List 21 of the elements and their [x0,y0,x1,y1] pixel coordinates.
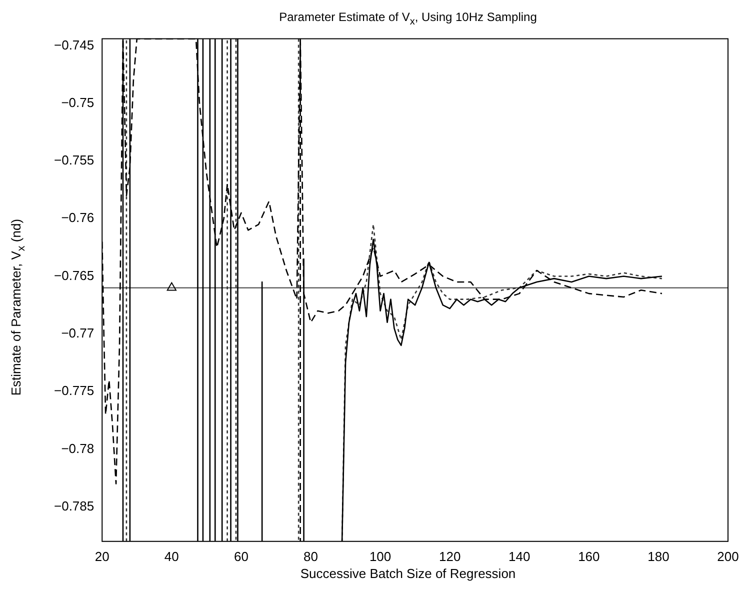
x-axis-title: Successive Batch Size of Regression [299,566,517,581]
y-tick-label: −0.77 [61,325,94,340]
x-tick-label: 80 [304,548,318,564]
chart-title: Parameter Estimate of V$_{x}$, Using 10Hz Sampling [278,10,538,28]
x-tick-label: 40 [164,548,179,564]
x-tick-label: 20 [94,548,110,564]
y-tick-label: −0.755 [54,152,94,168]
y-tick-label: −0.785 [54,498,94,514]
x-tick-label: 180 [648,548,670,564]
x-tick-label: 200 [717,548,739,564]
y-tick-label: −0.765 [54,268,94,283]
y-tick-label: −0.775 [54,383,94,398]
x-tick-label: 140 [508,548,530,564]
x-tick-label: 100 [369,548,392,564]
x-tick-label: 60 [234,548,248,564]
x-tick-label: 160 [578,548,600,564]
y-tick-label: −0.75 [61,94,94,110]
x-tick-label: 120 [438,548,461,564]
y-tick-label: −0.78 [61,440,94,456]
y-tick-label: −0.745 [54,37,94,52]
y-tick-label: −0.76 [61,210,94,226]
